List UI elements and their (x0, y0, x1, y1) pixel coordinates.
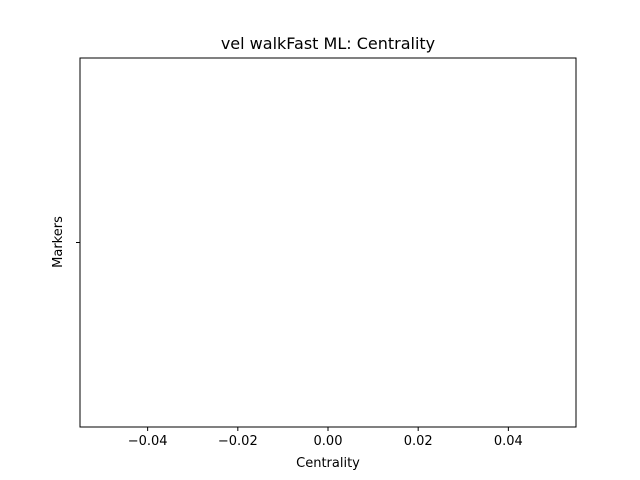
x-tick-label: 0.02 (404, 434, 433, 449)
y-axis-label: Markers (51, 216, 66, 268)
plot-frame (79, 57, 577, 428)
x-axis-label: Centrality (296, 456, 360, 471)
x-tick-label: 0.04 (494, 434, 523, 449)
x-tick-label: 0.00 (314, 434, 343, 449)
x-tick-label: −0.02 (218, 434, 258, 449)
chart-title: vel walkFast ML: Centrality (221, 34, 435, 53)
x-tick-label: −0.04 (128, 434, 168, 449)
